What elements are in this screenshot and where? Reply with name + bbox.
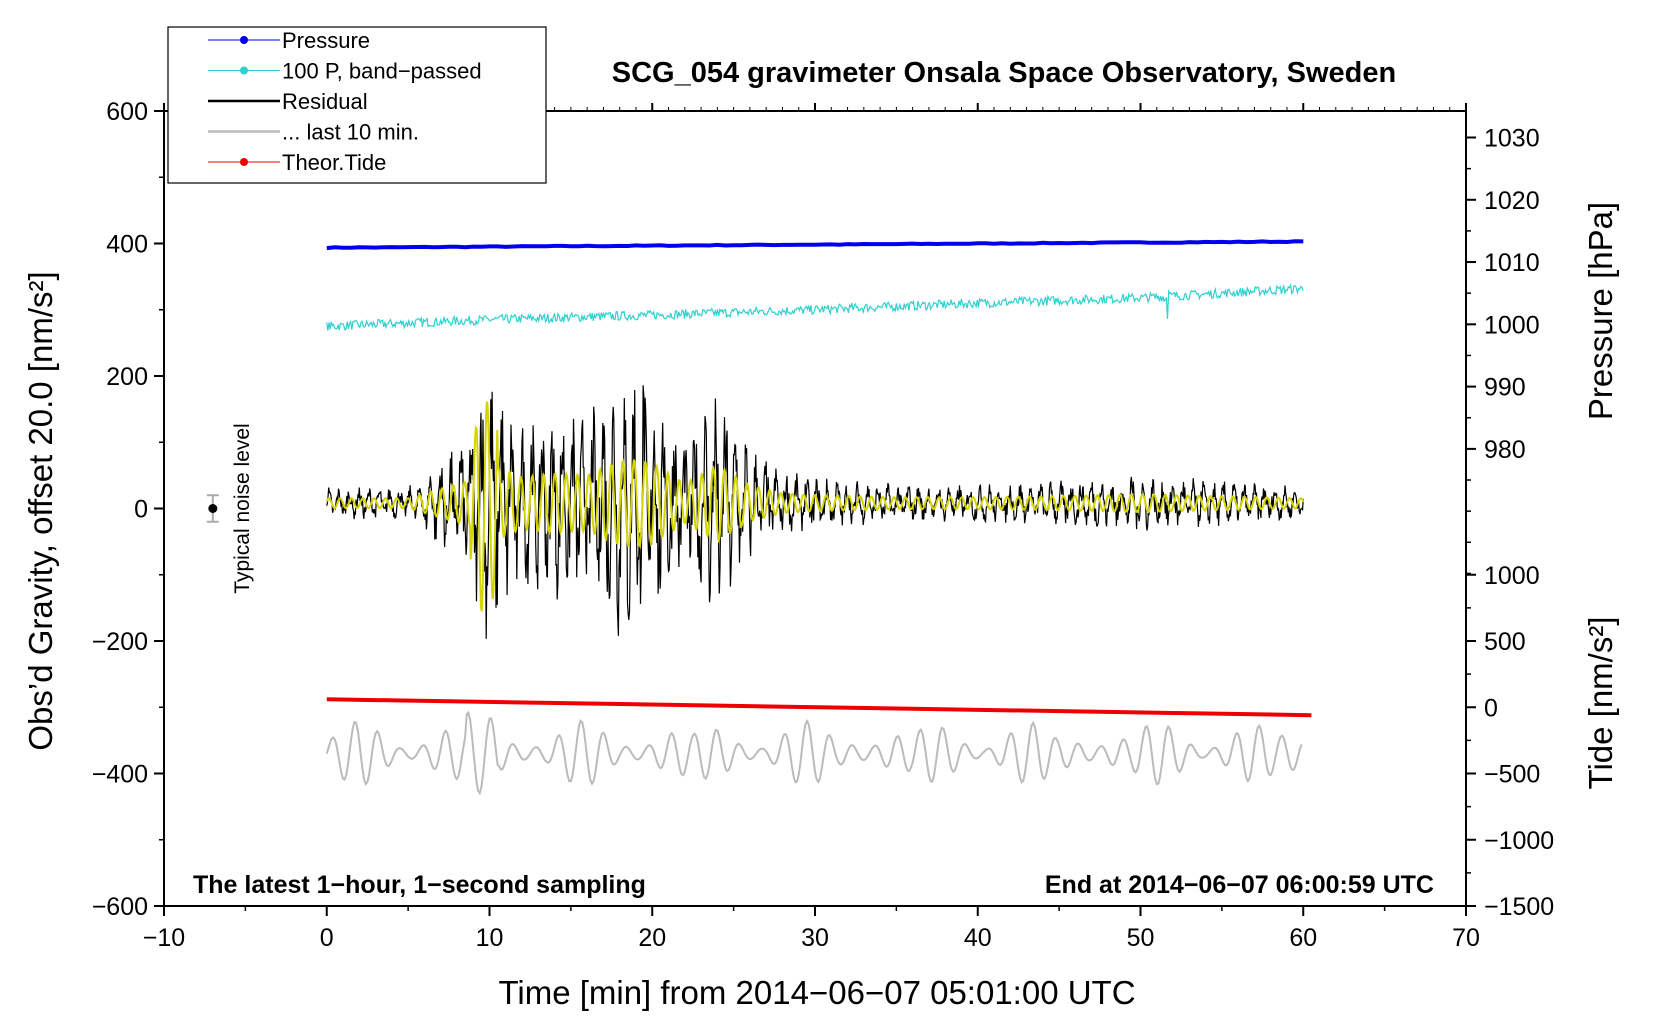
y-axis-left-title: Obs’d Gravity, offset 20.0 [nm/s²]: [22, 271, 59, 750]
legend-label: ... last 10 min.: [282, 120, 419, 145]
x-tick-label: 60: [1289, 924, 1317, 952]
x-tick-label: 20: [638, 924, 666, 952]
x-tick-label: 10: [476, 924, 504, 952]
legend-marker: [240, 158, 248, 166]
pressure-tick-label: 1010: [1484, 249, 1540, 277]
pressure-tick-label: 980: [1484, 436, 1526, 464]
end-time-note: End at 2014−06−07 06:00:59 UTC: [1045, 871, 1434, 899]
legend-marker: [240, 36, 248, 44]
x-axis-title: Time [min] from 2014−06−07 05:01:00 UTC: [498, 974, 1135, 1011]
noise-level-marker: [206, 494, 219, 523]
legend-marker: [240, 66, 248, 75]
tide-tick-label: 500: [1484, 628, 1526, 656]
legend-label: 100 P, band−passed: [282, 59, 482, 84]
legend: Pressure 100 P, band−passed Residual ... la…: [167, 26, 547, 184]
x-tick-label: −10: [143, 924, 185, 952]
y-left-tick-label: 200: [106, 363, 148, 391]
bandpassed-pressure-line: [326, 282, 1304, 331]
tide-tick-label: 0: [1484, 694, 1498, 722]
x-tick-label: 40: [964, 924, 992, 952]
noise-level-label: Typical noise level: [231, 423, 254, 593]
tide-tick-label: 1000: [1484, 562, 1540, 590]
legend-label: Residual: [282, 89, 368, 114]
y-axis-pressure-title: Pressure [hPa]: [1582, 202, 1619, 420]
y-axis-tide-title: Tide [nm/s²]: [1582, 617, 1619, 790]
x-tick-label: 70: [1452, 924, 1480, 952]
series-layer: [325, 239, 1312, 796]
residual-filtered-line: [325, 401, 1305, 612]
y-left-tick-label: 0: [134, 496, 148, 524]
last-10-min-line: [325, 710, 1303, 796]
tide-tick-label: −500: [1484, 761, 1540, 789]
legend-box: [167, 26, 547, 184]
y-left-tick-label: −200: [92, 628, 148, 656]
y-left-tick-label: −400: [92, 761, 148, 789]
x-tick-label: 0: [320, 924, 334, 952]
tide-tick-label: −1000: [1484, 827, 1554, 855]
pressure-tick-label: 990: [1484, 374, 1526, 402]
pressure-tick-label: 1030: [1484, 125, 1540, 153]
chart-title: SCG_054 gravimeter Onsala Space Observat…: [612, 57, 1396, 89]
pressure-tick-label: 1000: [1484, 311, 1540, 339]
y-left-tick-label: 600: [106, 98, 148, 126]
legend-label: Pressure: [282, 28, 370, 53]
legend-label: Theor.Tide: [282, 150, 386, 175]
y-left-tick-label: −600: [92, 893, 148, 921]
tide-tick-label: −1500: [1484, 893, 1554, 921]
x-tick-label: 50: [1127, 924, 1155, 952]
pressure-line: [326, 239, 1304, 251]
y-left-tick-label: 400: [106, 231, 148, 259]
pressure-tick-label: 1020: [1484, 187, 1540, 215]
sampling-note: The latest 1−hour, 1−second sampling: [193, 871, 646, 899]
axes: −10 0 10 20 30 40 50 60 706004002000−200−400−600…: [92, 98, 1555, 952]
noise-point: [208, 504, 218, 513]
theoretical-tide-line: [326, 697, 1312, 718]
x-tick-label: 30: [801, 924, 829, 952]
